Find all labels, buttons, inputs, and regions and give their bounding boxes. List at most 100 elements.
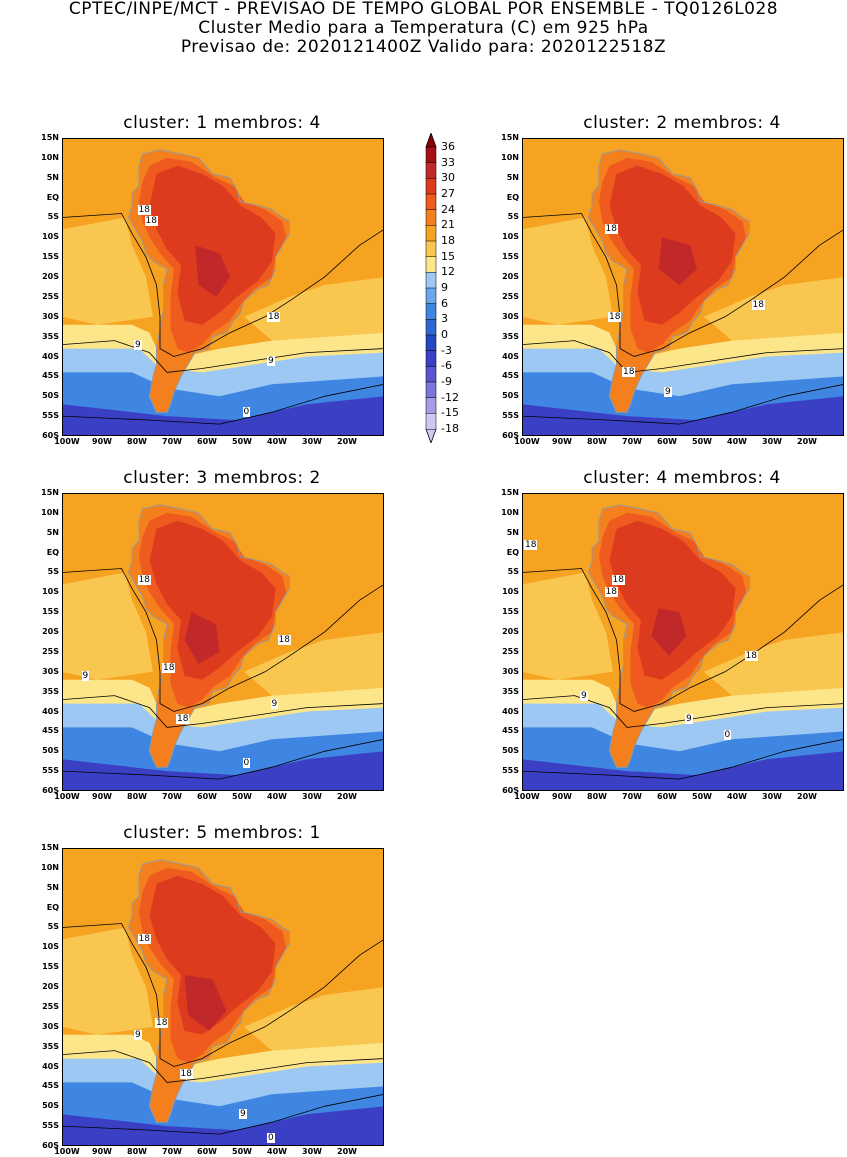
- colorbar-swatch: [425, 178, 437, 195]
- latitude-tick-label: 30S: [502, 311, 519, 321]
- latitude-tick-label: 25S: [502, 646, 519, 656]
- coastline: [127, 149, 290, 413]
- contour-9: [62, 340, 384, 373]
- latitude-tick-label: 30S: [42, 311, 59, 321]
- longitude-tick-label: 60W: [197, 437, 217, 446]
- latitude-tick-label: 60S: [502, 431, 519, 440]
- temperature-field: [62, 493, 384, 791]
- latitude-tick-label: 15N: [41, 133, 59, 142]
- latitude-tick-label: 10N: [41, 507, 59, 517]
- latitude-tick-label: 55S: [42, 411, 59, 421]
- latitude-tick-label: 45S: [42, 726, 59, 736]
- latitude-tick-label: 40S: [42, 351, 59, 361]
- colorbar-swatch: [425, 334, 437, 352]
- longitude-tick-label: 40W: [267, 792, 287, 801]
- longitude-tick-label: 90W: [552, 792, 572, 801]
- latitude-tick-label: 60S: [42, 786, 59, 795]
- longitude-tick-label: 70W: [622, 792, 642, 801]
- field-band-27: [149, 520, 276, 680]
- latitude-tick-label: 20S: [42, 982, 59, 992]
- field-band-30: [658, 237, 697, 285]
- longitude-tick-label: 90W: [92, 792, 112, 801]
- contour-label: 18: [524, 539, 538, 550]
- contour-9: [62, 695, 384, 728]
- latitude-tick-label: 60S: [42, 1141, 59, 1150]
- contour-18: [522, 568, 844, 712]
- field-band-27: [149, 165, 276, 325]
- contour-9: [62, 1050, 384, 1083]
- contour-label: 18: [611, 575, 625, 586]
- latitude-tick-label: 40S: [42, 706, 59, 716]
- contour-label: 18: [267, 311, 281, 322]
- colorbar-tick-label: 0: [441, 328, 448, 341]
- latitude-tick-label: 10S: [42, 232, 59, 242]
- colorbar-tick-label: 33: [441, 155, 455, 169]
- longitude-tick-label: 40W: [267, 1147, 287, 1156]
- longitude-tick-label: 20W: [337, 437, 357, 446]
- colorbar-swatch: [425, 272, 437, 289]
- longitude-tick-label: 80W: [127, 1147, 147, 1156]
- latitude-tick-label: 15S: [42, 252, 59, 262]
- contour-0: [62, 738, 384, 780]
- contour-0: [62, 1093, 384, 1135]
- latitude-tick-label: 50S: [42, 746, 59, 756]
- field-band-15-atlantic: [704, 632, 844, 696]
- contour-label: 0: [242, 758, 251, 769]
- field-band-30: [651, 608, 687, 656]
- contour-label: 18: [608, 311, 622, 322]
- longitude-tick-label: 70W: [622, 437, 642, 446]
- longitude-tick-label: 30W: [302, 437, 322, 446]
- longitude-tick-label: 90W: [92, 1147, 112, 1156]
- latitude-tick-label: 30S: [42, 1021, 59, 1031]
- header-dates-line: Previsao de: 2020121400Z Valido para: 20…: [180, 37, 667, 57]
- colorbar-tick-label: 12: [441, 265, 455, 279]
- colorbar-tick-label: 21: [441, 218, 455, 232]
- header-subtitle-line: Cluster Medio para a Temperatura (C) em …: [198, 18, 649, 38]
- latitude-tick-label: 5N: [46, 527, 59, 537]
- longitude-tick-label: 50W: [692, 792, 712, 801]
- cluster-map: [62, 848, 384, 1146]
- field-band-minus3: [62, 751, 384, 791]
- cluster-map: [62, 138, 384, 436]
- field-band-minus3: [522, 396, 844, 436]
- latitude-tick-label: 15S: [502, 607, 519, 617]
- contour-label: 18: [604, 587, 618, 598]
- colorbar-tick-label: -12: [441, 390, 459, 404]
- latitude-tick-label: 45S: [502, 371, 519, 381]
- temperature-field: [522, 493, 844, 791]
- field-band-30: [184, 612, 220, 664]
- colorbar-swatch: [425, 319, 437, 336]
- contour-label: 9: [134, 1029, 142, 1040]
- field-band-15: [62, 217, 153, 325]
- contour-label: 18: [179, 1069, 193, 1080]
- latitude-tick-label: 45S: [42, 1081, 59, 1091]
- latitude-tick-label: 10S: [42, 587, 59, 597]
- latitude-tick-label: 40S: [502, 706, 519, 716]
- field-band-27: [149, 875, 276, 1035]
- latitude-tick-label: EQ: [46, 192, 59, 202]
- latitude-tick-label: 35S: [42, 331, 59, 341]
- colorbar-swatch: [425, 209, 437, 227]
- colorbar-swatch: [425, 193, 437, 211]
- field-band-27: [609, 520, 736, 680]
- panel-title: cluster: 4 membros: 4: [583, 468, 781, 488]
- colorbar-tick-label: 30: [441, 171, 455, 185]
- colorbar-swatch: [425, 146, 437, 164]
- latitude-tick-label: 50S: [502, 746, 519, 756]
- latitude-tick-label: 10N: [41, 152, 59, 162]
- colorbar-tick-label: -9: [441, 375, 452, 388]
- longitude-tick-label: 80W: [127, 437, 147, 446]
- contour-label: 0: [267, 1133, 275, 1144]
- field-band-15: [522, 572, 613, 680]
- colorbar-graphic: [425, 131, 437, 445]
- latitude-tick-label: 25S: [502, 291, 519, 301]
- map-frame: [522, 493, 844, 791]
- latitude-tick-label: 20S: [502, 627, 519, 637]
- latitude-tick-label: 10N: [501, 152, 519, 162]
- latitude-tick-label: 5S: [507, 567, 519, 577]
- latitude-tick-label: 45S: [42, 371, 59, 381]
- colorbar-tick-label: 6: [441, 296, 448, 310]
- longitude-tick-label: 20W: [797, 437, 817, 446]
- latitude-tick-label: 10N: [501, 507, 519, 517]
- colorbar-swatch: [425, 162, 437, 180]
